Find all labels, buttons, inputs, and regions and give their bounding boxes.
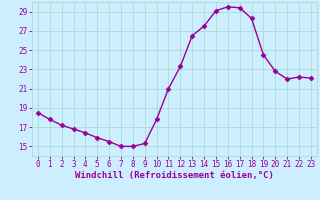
X-axis label: Windchill (Refroidissement éolien,°C): Windchill (Refroidissement éolien,°C) xyxy=(75,171,274,180)
